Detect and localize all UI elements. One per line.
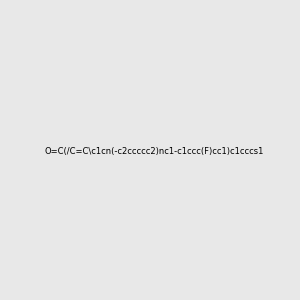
Text: O=C(/C=C\c1cn(-c2ccccc2)nc1-c1ccc(F)cc1)c1cccs1: O=C(/C=C\c1cn(-c2ccccc2)nc1-c1ccc(F)cc1)… xyxy=(44,147,263,156)
